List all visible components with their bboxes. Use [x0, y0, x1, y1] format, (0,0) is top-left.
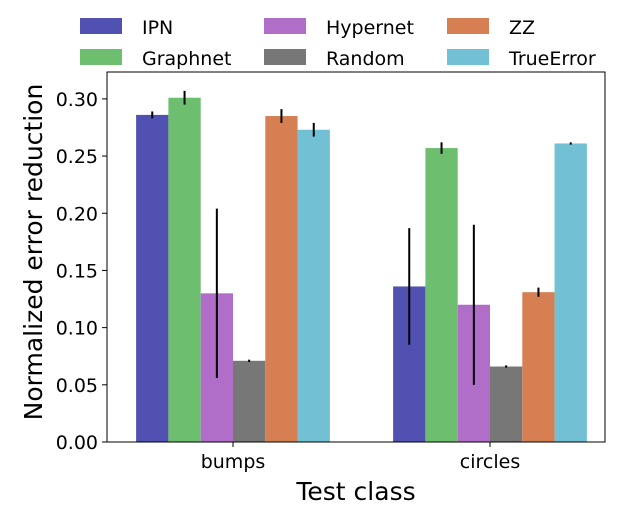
- x-axis-title: Test class: [295, 477, 415, 506]
- plot-frame: [106, 71, 606, 443]
- y-tick-label: 0.05: [56, 375, 98, 397]
- legend-swatch-trueerror: [447, 49, 489, 65]
- bar-zz-bumps: [265, 116, 298, 443]
- legend-label-random: Random: [326, 48, 405, 70]
- x-axis: bumps circles: [201, 442, 520, 473]
- legend-label-zz: ZZ: [509, 17, 535, 39]
- bar-zz-circles: [522, 292, 555, 442]
- y-tick-label: 0.15: [56, 260, 98, 282]
- legend-label-ipn: IPN: [142, 17, 173, 39]
- bar-random-bumps: [233, 360, 266, 442]
- legend-swatch-hypernet: [264, 18, 306, 34]
- bars-layer: [136, 97, 587, 443]
- y-axis: 0.00 0.05 0.10 0.15 0.20 0.25 0.30: [56, 89, 107, 454]
- legend-label-hypernet: Hypernet: [326, 17, 414, 39]
- legend-label-trueerror: TrueError: [508, 48, 596, 70]
- bar-graphnet-circles: [425, 148, 458, 443]
- bar-random-circles: [490, 366, 523, 442]
- y-tick-label: 0.20: [56, 203, 98, 225]
- bar-ipn-bumps: [136, 114, 169, 443]
- y-tick-label: 0.25: [56, 146, 98, 168]
- bar-trueerror-bumps: [297, 129, 330, 442]
- y-tick-label: 0.00: [56, 432, 98, 454]
- legend-label-graphnet: Graphnet: [142, 48, 231, 70]
- bar-graphnet-bumps: [168, 97, 201, 442]
- error-bars-layer: [151, 90, 572, 385]
- y-tick-label: 0.30: [56, 89, 98, 111]
- y-axis-title: Normalized error reduction: [19, 84, 48, 421]
- legend-swatch-random: [264, 49, 306, 65]
- bar-trueerror-circles: [554, 143, 587, 442]
- legend-swatch-graphnet: [80, 49, 122, 65]
- x-tick-label-circles: circles: [460, 451, 520, 473]
- legend: IPN Graphnet Hypernet Random ZZ TrueError: [80, 17, 596, 70]
- y-tick-label: 0.10: [56, 318, 98, 340]
- legend-swatch-zz: [447, 18, 489, 34]
- legend-swatch-ipn: [80, 18, 122, 34]
- x-tick-label-bumps: bumps: [201, 451, 266, 473]
